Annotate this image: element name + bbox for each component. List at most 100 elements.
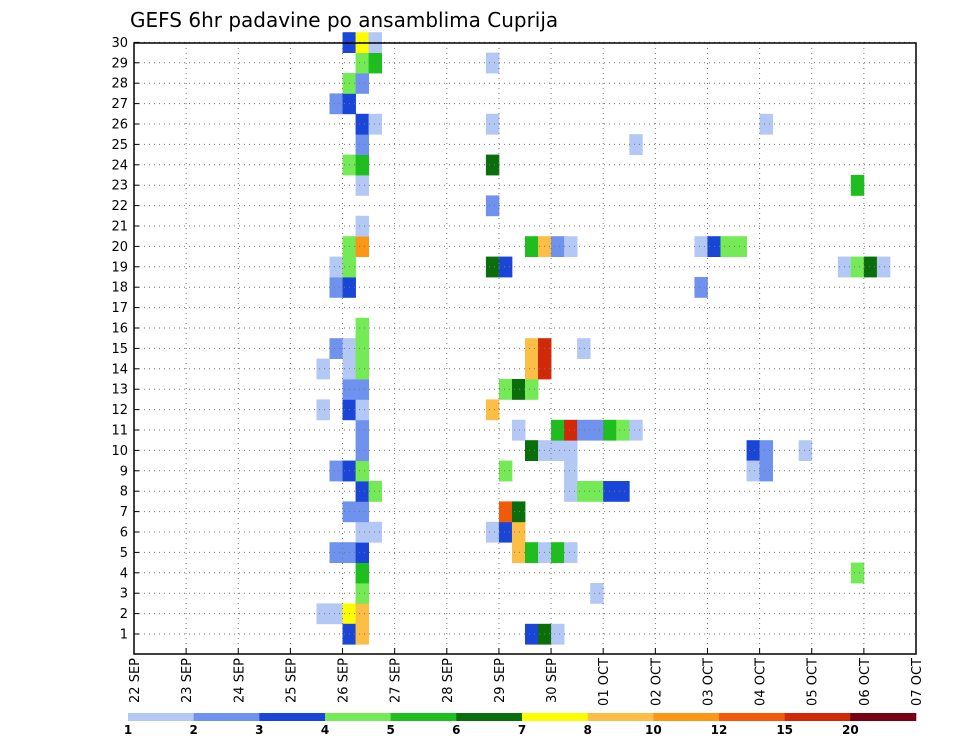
x-tick-label: 28 SEP [441, 658, 456, 703]
chart-title: GEFS 6hr padavine po ansamblima Cuprija [130, 8, 558, 32]
heatmap-cell [551, 623, 565, 645]
y-tick-label: 26 [111, 118, 128, 133]
y-tick-label: 8 [120, 485, 128, 500]
heatmap-cell [485, 113, 500, 135]
y-tick-label: 7 [120, 505, 128, 520]
colorbar-label: 20 [842, 723, 859, 737]
colorbar-label: 12 [711, 723, 728, 737]
colorbar-swatch [850, 713, 917, 721]
y-tick-label: 16 [111, 322, 128, 337]
heatmap-cell [355, 460, 369, 482]
x-tick-label: 27 SEP [389, 658, 404, 703]
heatmap-cell [329, 338, 343, 359]
heatmap-cell [316, 358, 330, 380]
heatmap-cell [355, 521, 369, 543]
y-tick-label: 23 [111, 179, 128, 194]
y-tick-label: 13 [111, 383, 128, 398]
grid-lines [134, 41, 916, 654]
heatmap-cell [355, 379, 369, 400]
y-tick-label: 29 [111, 56, 128, 71]
y-tick-label: 9 [120, 464, 128, 479]
colorbar-swatch [456, 713, 523, 721]
heatmap-cell [355, 481, 369, 502]
y-tick-label: 4 [120, 566, 128, 581]
colorbar-label: 10 [645, 723, 662, 737]
x-tick-label: 29 SEP [493, 658, 508, 703]
heatmap-cell [759, 460, 774, 482]
heatmap-cell [316, 603, 330, 625]
heatmap-cell [485, 521, 500, 543]
heatmap-cell [355, 562, 369, 584]
x-tick-label: 23 SEP [180, 658, 195, 703]
heatmap-cell [629, 419, 643, 441]
heatmap-cell [590, 419, 604, 441]
heatmap-cell [551, 440, 565, 461]
y-tick-label: 17 [111, 301, 128, 316]
y-axis: 1234567891011121314151617181920212223242… [111, 36, 139, 643]
heatmap-cell [798, 440, 813, 461]
x-tick-label: 22 SEP [128, 658, 143, 703]
heatmap-cell [511, 521, 526, 543]
x-tick-label: 03 OCT [701, 658, 716, 706]
x-tick-label: 01 OCT [597, 658, 612, 706]
y-tick-label: 2 [120, 607, 128, 622]
colorbar-swatch [390, 713, 457, 721]
heatmap-cell [485, 154, 500, 176]
x-tick-label: 04 OCT [754, 658, 769, 706]
heatmap-cell [577, 338, 591, 359]
heatmap-cell [498, 379, 513, 400]
heatmap-cell [355, 113, 369, 135]
heatmap-cell [355, 317, 369, 339]
y-tick-label: 5 [120, 546, 128, 561]
heatmap-cell [564, 419, 578, 441]
y-tick-label: 18 [111, 281, 128, 296]
y-tick-label: 6 [120, 526, 128, 541]
y-tick-label: 28 [111, 77, 128, 92]
heatmap-cell [355, 583, 369, 604]
heatmap-cells [316, 32, 891, 645]
heatmap-cell [368, 113, 383, 135]
y-tick-label: 20 [111, 240, 128, 255]
x-tick-label: 06 OCT [858, 658, 873, 706]
colorbar-label: 1 [124, 723, 132, 737]
heatmap-cell [551, 419, 565, 441]
heatmap-cell [850, 256, 865, 278]
heatmap-cell [511, 419, 526, 441]
y-tick-label: 10 [111, 444, 128, 459]
colorbar-label: 2 [189, 723, 197, 737]
heatmap-cell [733, 236, 747, 257]
heatmap-cell [355, 154, 369, 176]
colorbar: 1 2 3 4 5 6 7 8 10 12 15 20 [124, 713, 917, 737]
heatmap-cell [355, 440, 369, 461]
heatmap-cell [316, 399, 330, 421]
colorbar-swatch [784, 713, 851, 721]
colorbar-label: 3 [255, 723, 263, 737]
heatmap-cell [525, 358, 539, 380]
heatmap-cell [551, 542, 565, 563]
heatmap-cell [355, 542, 369, 563]
heatmap-cell [355, 399, 369, 421]
heatmap-cell [564, 481, 578, 502]
heatmap-cell [329, 256, 343, 278]
heatmap-cell [355, 175, 369, 196]
heatmap-cell [577, 481, 591, 502]
colorbar-label: 7 [518, 723, 526, 737]
heatmap-cell [525, 440, 539, 461]
colorbar-swatch [193, 713, 260, 721]
heatmap-cell [525, 379, 539, 400]
x-tick-label: 07 OCT [910, 658, 925, 706]
y-tick-label: 15 [111, 342, 128, 357]
heatmap-cell [498, 501, 513, 523]
colorbar-swatch [587, 713, 654, 721]
heatmap-cell [759, 113, 774, 135]
heatmap-cell [355, 623, 369, 645]
colorbar-label: 15 [776, 723, 793, 737]
heatmap-cell [564, 460, 578, 482]
y-tick-label: 30 [111, 36, 128, 51]
heatmap-cell [511, 501, 526, 523]
heatmap-cell [329, 603, 343, 625]
heatmap-cell [355, 338, 369, 359]
heatmap-cell [694, 277, 708, 298]
heatmap-cell [485, 399, 500, 421]
